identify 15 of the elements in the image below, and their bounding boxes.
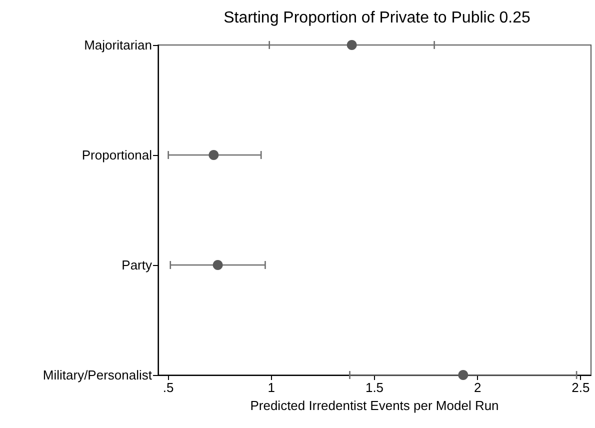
x-tick-label: 1 xyxy=(268,380,276,395)
chart-title: Starting Proportion of Private to Public 0.25 xyxy=(224,10,531,26)
y-tick-label: Majoritarian xyxy=(84,38,152,52)
x-tick-label: 1.5 xyxy=(365,380,384,395)
x-tick-label: .5 xyxy=(162,380,174,395)
point xyxy=(212,260,223,270)
x-axis-title: Predicted Irredentist Events per Model Run xyxy=(250,398,499,413)
y-tick-label: Military/Personalist xyxy=(42,368,152,382)
x-tick-label: 2 xyxy=(474,380,482,395)
point xyxy=(458,370,468,380)
point xyxy=(208,150,219,160)
y-tick-label: Party xyxy=(122,258,152,272)
x-tick-label: 2.5 xyxy=(572,380,590,395)
point xyxy=(346,40,357,50)
y-tick-label: Proportional xyxy=(82,148,152,162)
